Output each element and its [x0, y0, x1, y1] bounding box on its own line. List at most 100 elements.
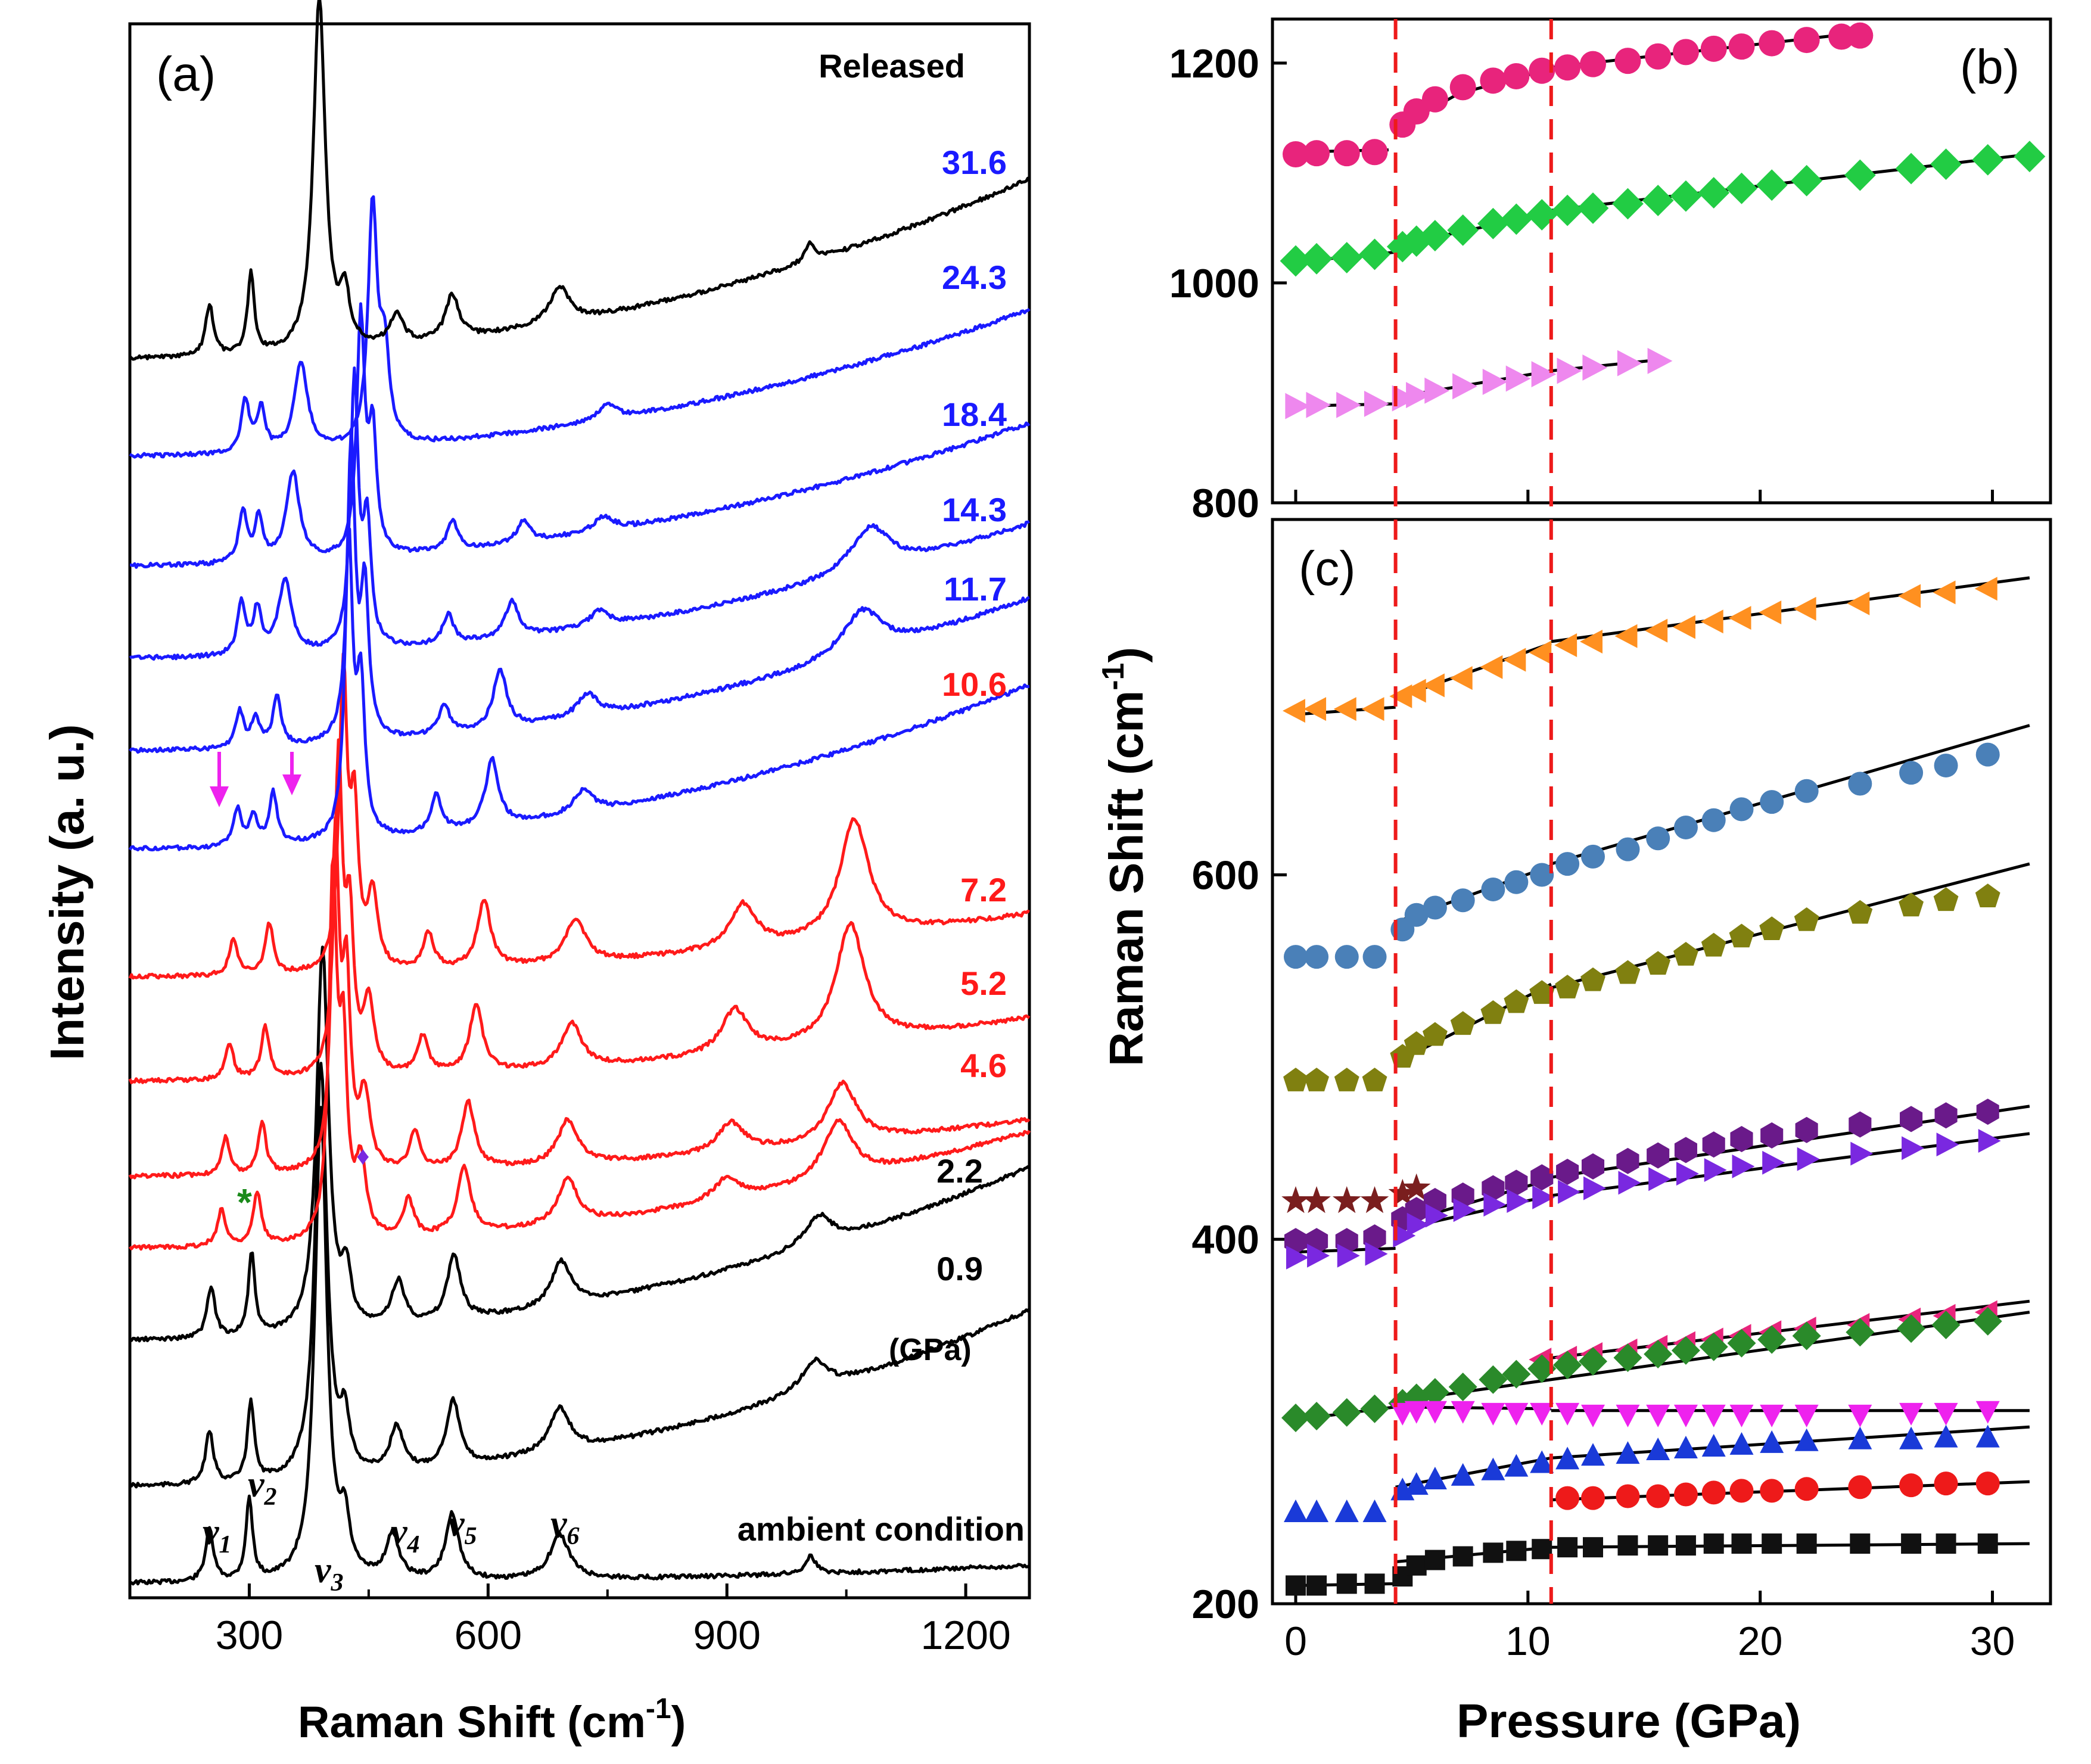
- data-point: [1701, 808, 1726, 832]
- data-point: [1728, 33, 1755, 60]
- data-point: [1930, 148, 1962, 180]
- data-point: [1847, 900, 1873, 924]
- data-point: [1732, 1154, 1755, 1178]
- data-point: [1403, 98, 1430, 125]
- data-point: [1361, 139, 1388, 166]
- data-point: [1388, 1178, 1417, 1206]
- panel-a-x-axis-title: Raman Shift (cm-1): [298, 1693, 686, 1747]
- data-point: [1794, 907, 1819, 931]
- data-point: [1282, 141, 1309, 167]
- data-point: [1673, 815, 1698, 839]
- data-point: [1934, 753, 1958, 777]
- mode-label-v4: v4: [391, 1512, 420, 1558]
- data-point: [1846, 1318, 1875, 1347]
- data-point: [1419, 220, 1451, 251]
- data-point: [1305, 1499, 1329, 1523]
- data-point: [1286, 1245, 1309, 1270]
- data-point: [1899, 761, 1924, 785]
- data-point: [1532, 1185, 1555, 1209]
- spectrum-ambient-condition: [129, 1106, 1031, 1586]
- data-point: [1393, 1224, 1416, 1248]
- data-point: [1931, 1311, 1961, 1339]
- data-point: [1551, 194, 1583, 226]
- spectrum-Released: [129, 0, 1031, 361]
- phase-transition-lines: [1393, 19, 1553, 1604]
- panel-c-data-points: [1281, 577, 2002, 1596]
- data-point: [1449, 74, 1476, 101]
- data-point: [1300, 242, 1333, 275]
- data-point: [1614, 624, 1638, 648]
- data-point: [1360, 1186, 1389, 1214]
- data-point: [1760, 790, 1784, 814]
- data-point: [1645, 43, 1672, 70]
- data-point: [1975, 883, 2000, 907]
- data-point: [1645, 951, 1671, 975]
- data-point: [1504, 1454, 1529, 1477]
- data-point: [1580, 1404, 1605, 1427]
- data-point: [1477, 207, 1509, 239]
- x-tick-label: 10: [1505, 1619, 1551, 1664]
- data-point: [1481, 877, 1505, 901]
- data-point: [1453, 1198, 1476, 1222]
- data-point: [1333, 140, 1360, 167]
- panel-c-y-axis-title: Raman Shift (cm-1): [1096, 647, 1153, 1066]
- data-point: [1848, 771, 1872, 796]
- data-point: [1303, 697, 1327, 721]
- data-point: [1794, 1428, 1819, 1451]
- data-point: [1281, 1404, 1310, 1432]
- panel-a-pressure-labels: ambient condition 0.9 2.2 4.6 5.2 7.2 10.6 11.7…: [738, 47, 1025, 1548]
- diamond-marker: ♦: [356, 1141, 369, 1171]
- data-point: [1386, 231, 1418, 263]
- pressure-label: Released: [819, 47, 965, 85]
- asterisk-marker: *: [237, 1181, 252, 1224]
- data-point: [1334, 1068, 1359, 1091]
- data-point: [1423, 1467, 1447, 1489]
- data-point: [1675, 1535, 1696, 1556]
- data-point: [1481, 1402, 1505, 1426]
- data-point: [1362, 1068, 1387, 1091]
- spectrum-5-2: [128, 816, 1031, 1180]
- x-tick-label: 300: [216, 1613, 283, 1658]
- data-point: [1613, 1343, 1642, 1373]
- data-point: [1844, 159, 1876, 191]
- mode-label-v6: v6: [550, 1504, 580, 1550]
- data-point: [1972, 144, 2004, 176]
- data-point: [1848, 1426, 1872, 1449]
- pressure-label: 14.3: [942, 491, 1007, 528]
- y-tick-label: 1200: [1169, 41, 1259, 86]
- data-point: [1483, 1542, 1504, 1563]
- data-point: [1614, 48, 1641, 74]
- data-point: [1507, 1189, 1530, 1213]
- data-point: [1425, 1203, 1448, 1228]
- panel-b-label: (b): [1960, 40, 2020, 94]
- data-point: [1306, 391, 1331, 418]
- y-tick-label: 800: [1192, 481, 1259, 526]
- data-point: [1578, 1347, 1607, 1376]
- data-point: [1530, 1164, 1554, 1191]
- y-tick-label: 1000: [1169, 261, 1259, 306]
- data-point: [1305, 945, 1329, 969]
- data-point: [1760, 1430, 1784, 1453]
- data-point: [1404, 1401, 1429, 1424]
- data-point: [1899, 892, 1924, 917]
- panel-a-spectra: 300 600 900 1200 ambient condition 0.9 2.2 4.6…: [41, 0, 1031, 1747]
- new-mode-arrows: [210, 752, 301, 807]
- data-point: [1700, 609, 1723, 634]
- data-point: [1406, 1555, 1427, 1576]
- data-point: [1897, 1314, 1926, 1343]
- data-point: [1555, 975, 1580, 998]
- data-point: [1390, 1402, 1415, 1426]
- data-point: [1581, 1153, 1605, 1180]
- data-point: [1502, 1359, 1531, 1389]
- data-point: [1898, 584, 1921, 608]
- data-point: [1554, 633, 1577, 658]
- mode-label-v2: v2: [248, 1464, 277, 1511]
- data-point: [1728, 606, 1751, 630]
- data-point: [1558, 1180, 1581, 1204]
- data-point: [1555, 1446, 1580, 1470]
- data-point: [1505, 1169, 1528, 1196]
- data-point: [1282, 699, 1305, 723]
- data-point: [1616, 1147, 1639, 1174]
- pressure-label: 11.7: [944, 570, 1007, 608]
- data-point: [1727, 1329, 1756, 1358]
